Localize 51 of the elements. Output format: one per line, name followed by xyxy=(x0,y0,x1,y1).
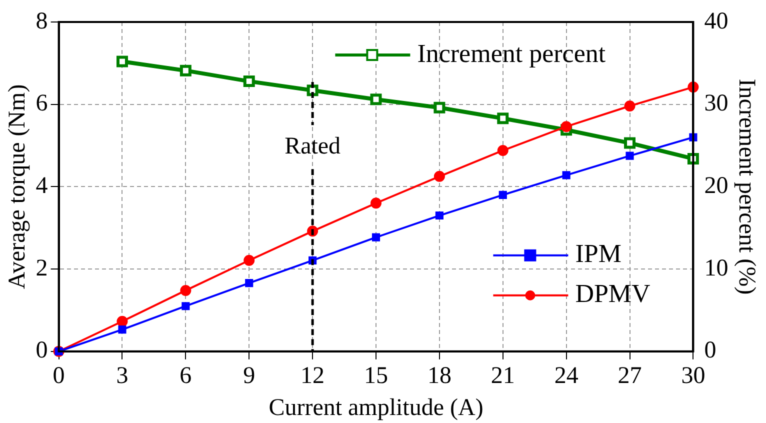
point xyxy=(435,211,444,220)
point xyxy=(497,144,508,156)
point xyxy=(497,112,509,124)
point xyxy=(624,100,636,112)
y2-tick-label: 0 xyxy=(704,338,716,364)
point xyxy=(498,190,507,199)
point xyxy=(560,121,572,132)
y-tick-label: 0 xyxy=(36,338,48,364)
point xyxy=(434,170,445,182)
x-tick-label: 15 xyxy=(364,363,388,390)
x-tick-label: 6 xyxy=(180,363,192,390)
x-tick-label: 3 xyxy=(116,363,128,390)
x-tick-label: 21 xyxy=(490,363,515,390)
y-tick-label: 2 xyxy=(36,255,48,282)
x-tick-label: 18 xyxy=(427,363,452,390)
point xyxy=(562,171,570,180)
y2-tick-label: 20 xyxy=(704,172,728,199)
point xyxy=(182,302,190,310)
point xyxy=(243,76,255,88)
y2-tick-label: 10 xyxy=(704,255,728,282)
ref-line-label: Rated xyxy=(284,133,341,160)
x-tick-label: 27 xyxy=(618,363,642,390)
y-tick-label: 6 xyxy=(36,90,48,117)
legend-label: DPMV xyxy=(575,279,651,308)
point xyxy=(370,94,382,106)
point xyxy=(370,198,382,209)
y2-tick-label: 40 xyxy=(704,8,728,34)
x-tick-label: 9 xyxy=(243,363,256,390)
point xyxy=(244,254,255,266)
point xyxy=(245,279,254,288)
legend-label: Increment percent xyxy=(417,38,606,68)
point xyxy=(434,102,446,114)
x-axis-title: Current amplitude (A) xyxy=(268,394,484,421)
point xyxy=(116,316,128,327)
x-tick-label: 12 xyxy=(300,363,325,390)
point xyxy=(116,56,128,68)
legend-label: IPM xyxy=(575,239,622,268)
point xyxy=(372,233,380,242)
y-tick-label: 8 xyxy=(36,8,48,34)
point xyxy=(624,137,636,149)
point xyxy=(626,152,634,160)
point xyxy=(118,326,126,334)
y-tick-label: 4 xyxy=(36,172,48,199)
y2-tick-label: 30 xyxy=(704,90,728,117)
y2-axis-title: Increment percent (%) xyxy=(733,78,760,295)
point xyxy=(180,64,192,76)
y-axis-title: Average torque (Nm) xyxy=(4,84,31,290)
x-tick-label: 30 xyxy=(681,363,706,390)
x-tick-label: 0 xyxy=(52,363,65,390)
point xyxy=(180,284,192,296)
x-tick-label: 24 xyxy=(554,363,578,390)
